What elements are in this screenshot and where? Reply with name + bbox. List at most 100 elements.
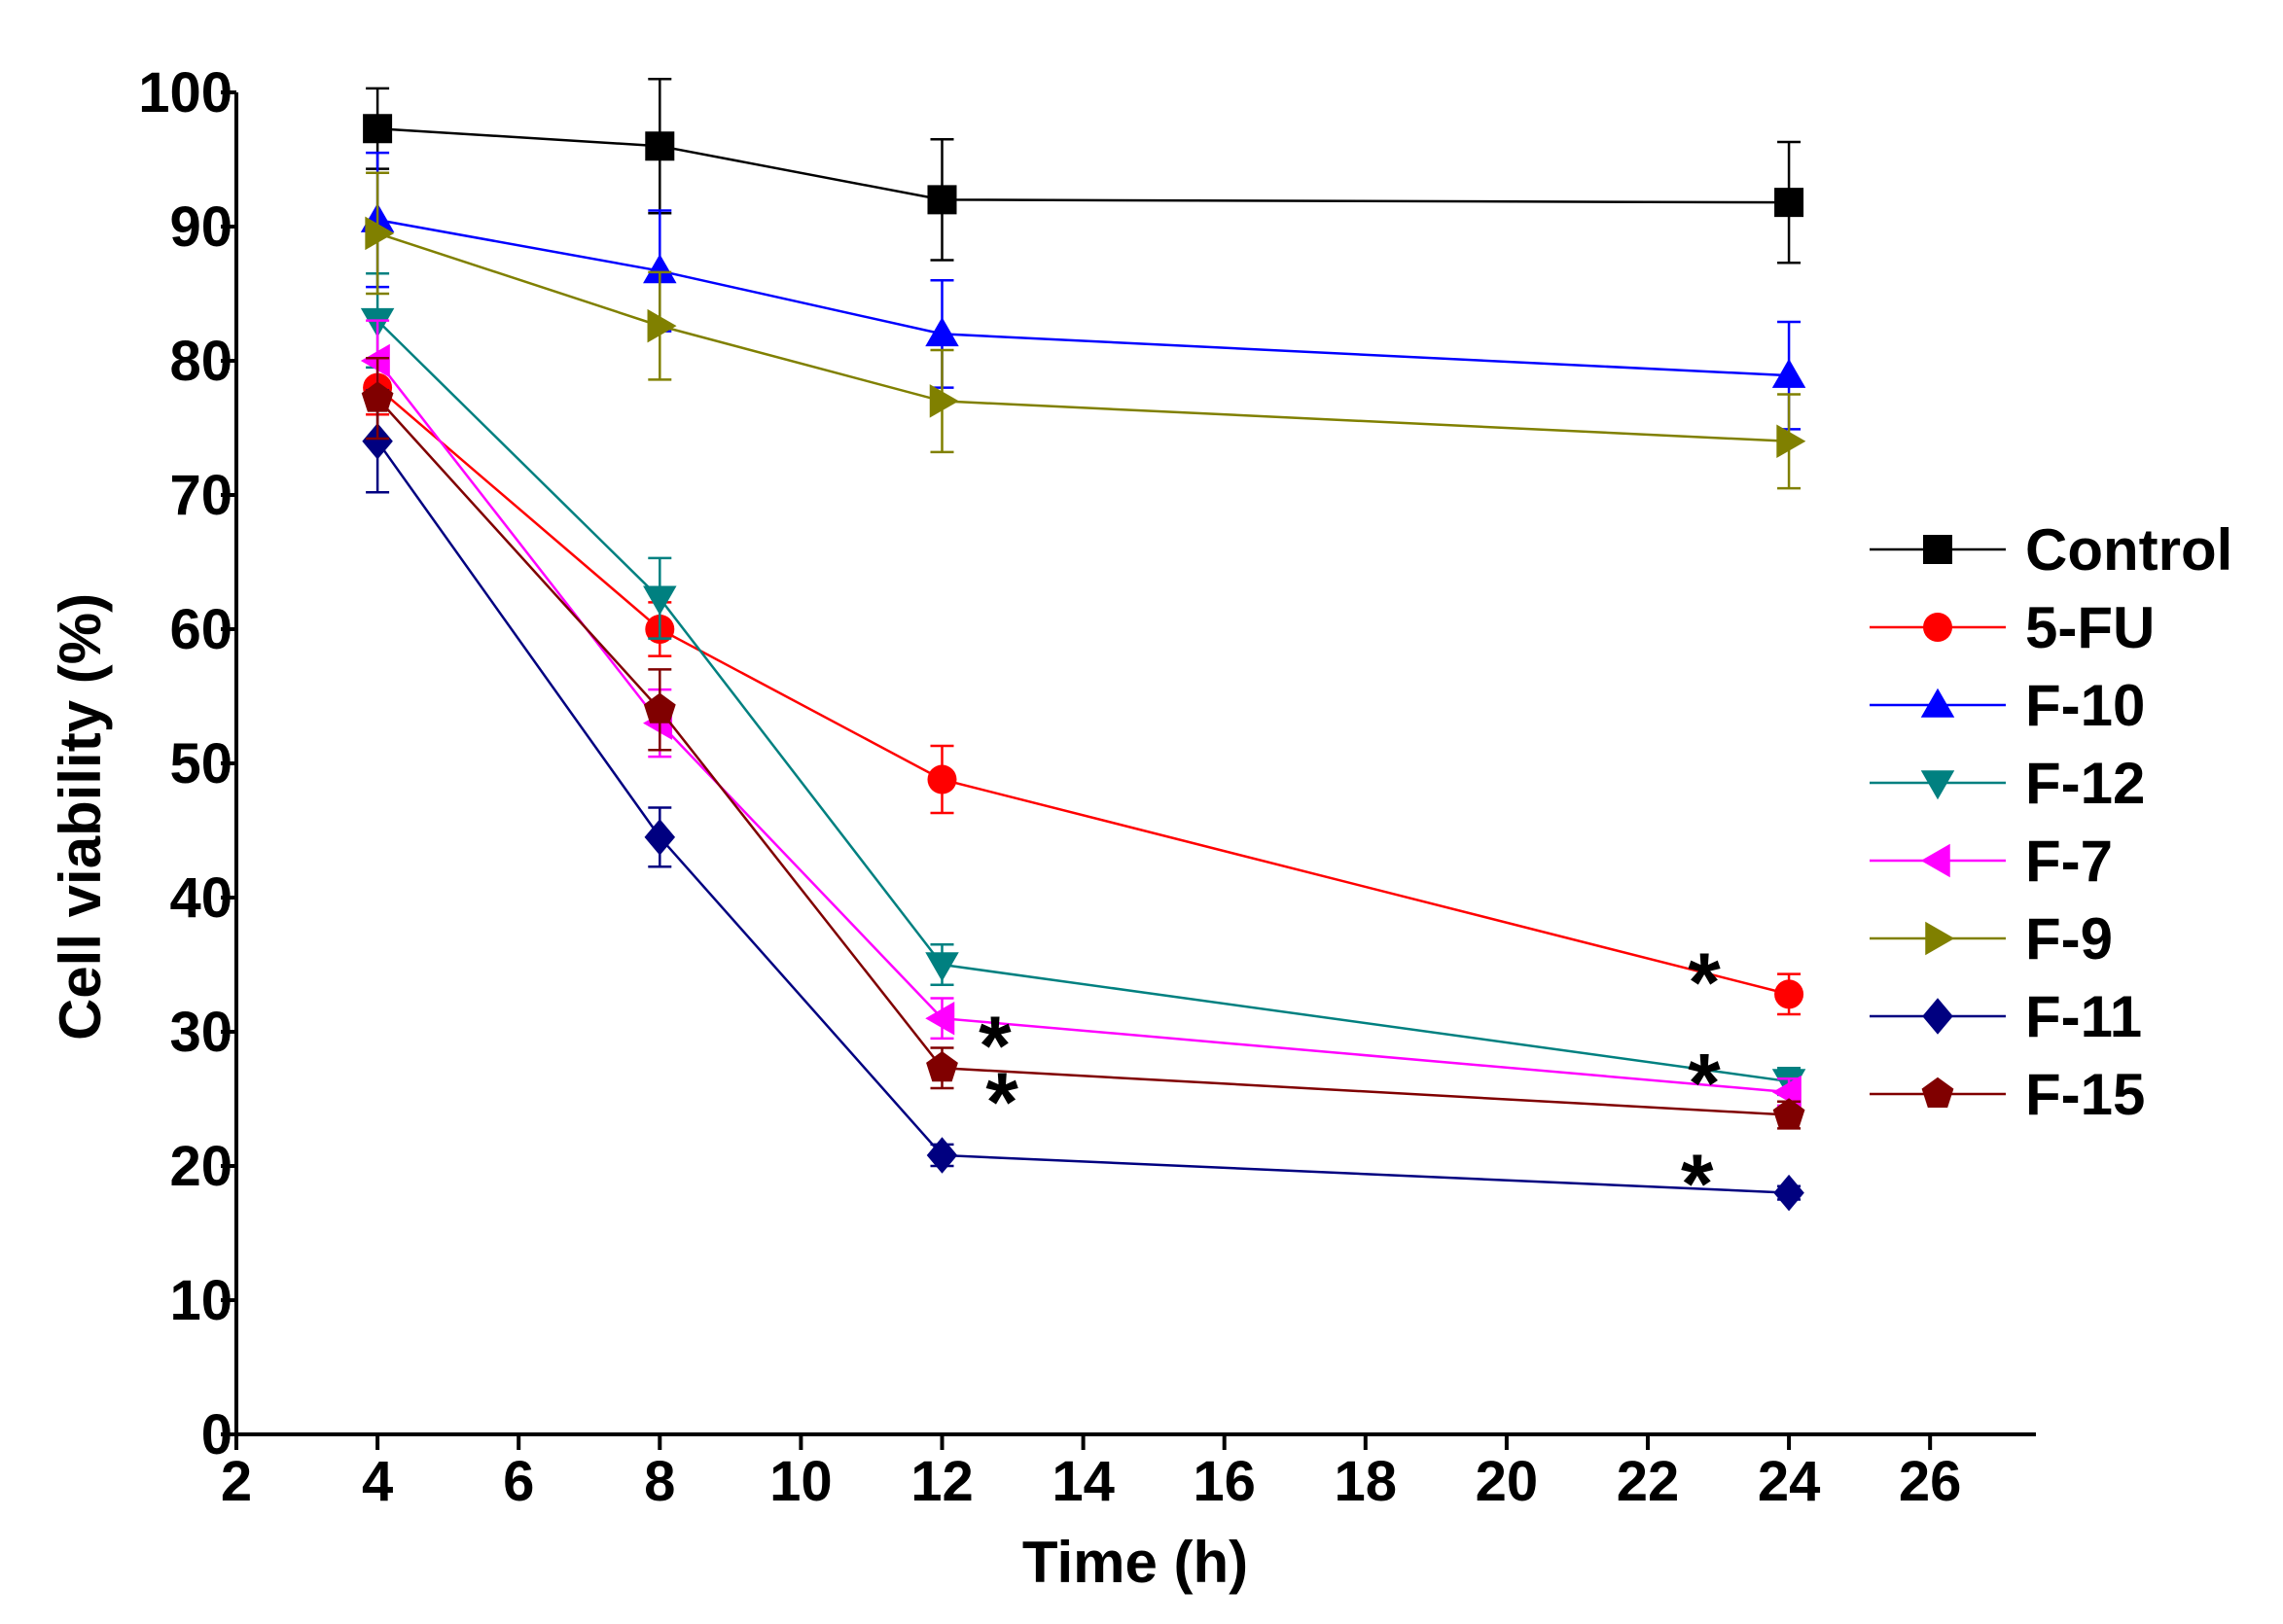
y-tick-label: 60 xyxy=(169,598,232,661)
series-f-7 xyxy=(360,319,1801,1110)
x-tick-label: 12 xyxy=(910,1450,974,1513)
x-tick-label: 2 xyxy=(221,1450,252,1513)
data-point xyxy=(1771,358,1806,388)
series-line xyxy=(376,231,1790,443)
y-axis-title: Cell viability (%) xyxy=(48,593,113,1041)
legend-item-control: Control xyxy=(1870,517,2232,583)
legend-item-f-9: F-9 xyxy=(1870,906,2113,971)
legend-label: F-12 xyxy=(2025,751,2145,816)
series-f-9 xyxy=(365,171,1806,490)
x-axis-title: Time (h) xyxy=(1022,1530,1248,1595)
y-tick-label: 80 xyxy=(169,330,232,393)
series-f-12 xyxy=(360,272,1806,1099)
significance-asterisk: * xyxy=(985,1056,1018,1149)
legend-marker xyxy=(1920,843,1950,878)
x-tick-label: 22 xyxy=(1617,1450,1680,1513)
x-tick-label: 18 xyxy=(1335,1450,1398,1513)
data-point xyxy=(1772,1098,1805,1129)
legend-label: F-10 xyxy=(2025,673,2145,738)
series-layer xyxy=(360,77,1806,1212)
data-point xyxy=(1776,424,1806,459)
series-line xyxy=(376,441,1790,1194)
data-point xyxy=(360,343,390,378)
y-tick-label: 10 xyxy=(169,1269,232,1332)
series-line xyxy=(376,386,1790,996)
legend-label: 5-FU xyxy=(2025,595,2155,660)
x-tick-label: 4 xyxy=(362,1450,393,1513)
data-point xyxy=(1773,1174,1804,1212)
series-f-15 xyxy=(361,356,1805,1130)
data-point xyxy=(643,254,677,284)
series-line xyxy=(376,218,1790,377)
data-point xyxy=(925,1001,955,1036)
significance-asterisk: * xyxy=(1688,936,1721,1030)
series-line xyxy=(377,127,1790,204)
legend-label: F-9 xyxy=(2025,906,2113,971)
legend-marker xyxy=(1925,921,1955,956)
x-tick-label: 20 xyxy=(1476,1450,1539,1513)
data-point xyxy=(926,1051,958,1082)
data-point xyxy=(645,131,675,161)
legend-item-f-7: F-7 xyxy=(1870,829,2113,894)
y-tick-label: 50 xyxy=(169,732,232,795)
data-point xyxy=(1774,979,1804,1009)
series-line xyxy=(376,360,1790,1094)
y-tick-label: 70 xyxy=(169,464,232,527)
x-tick-label: 24 xyxy=(1758,1450,1821,1513)
data-point xyxy=(361,381,394,412)
series-line xyxy=(376,397,1790,1116)
y-tick-label: 100 xyxy=(138,61,232,124)
data-point xyxy=(362,423,393,460)
legend-marker xyxy=(1923,613,1952,642)
legend-label: F-7 xyxy=(2025,829,2113,894)
data-point xyxy=(925,317,959,347)
legend-marker xyxy=(1920,770,1955,800)
significance-asterisk: * xyxy=(1681,1138,1714,1231)
data-point xyxy=(929,384,959,418)
series-5-fu xyxy=(363,359,1804,1016)
legend-marker xyxy=(1923,535,1952,564)
legend-item-f-10: F-10 xyxy=(1870,673,2145,738)
legend-item-5-fu: 5-FU xyxy=(1870,595,2155,660)
data-point xyxy=(926,1137,958,1174)
legend-marker xyxy=(1921,1077,1954,1108)
legend-marker xyxy=(1922,998,1953,1035)
significance-asterisk: * xyxy=(1688,1037,1721,1130)
x-tick-label: 14 xyxy=(1052,1450,1115,1513)
y-tick-label: 30 xyxy=(169,1001,232,1064)
series-f-11 xyxy=(362,389,1804,1212)
data-point xyxy=(927,764,957,794)
data-point xyxy=(1774,188,1804,218)
legend-item-f-12: F-12 xyxy=(1870,751,2145,816)
data-point xyxy=(643,692,676,724)
y-tick-label: 0 xyxy=(201,1403,232,1466)
data-point xyxy=(644,819,676,856)
data-point xyxy=(925,952,959,982)
data-point xyxy=(363,114,393,144)
data-point xyxy=(927,185,957,215)
x-tick-label: 6 xyxy=(503,1450,534,1513)
legend-label: F-15 xyxy=(2025,1062,2145,1127)
x-tick-label: 26 xyxy=(1899,1450,1962,1513)
legend-marker xyxy=(1920,688,1955,718)
x-tick-label: 8 xyxy=(644,1450,675,1513)
x-tick-label: 10 xyxy=(769,1450,833,1513)
legend-label: Control xyxy=(2025,517,2232,583)
legend-label: F-11 xyxy=(2025,984,2142,1049)
significance-asterisk: * xyxy=(979,1000,1012,1093)
series-f-10 xyxy=(360,151,1806,431)
y-tick-label: 90 xyxy=(169,195,232,259)
data-point xyxy=(643,585,677,616)
legend-item-f-15: F-15 xyxy=(1870,1062,2145,1127)
data-point xyxy=(647,308,677,343)
y-tick-label: 20 xyxy=(169,1135,232,1198)
y-tick-label: 40 xyxy=(169,866,232,930)
annotation-layer: ***** xyxy=(979,936,1721,1231)
x-tick-label: 16 xyxy=(1193,1450,1256,1513)
legend: Control 5-FU F-10 F-12 F-7 F-9 F-11 F-15 xyxy=(1870,517,2232,1127)
series-control xyxy=(363,77,1804,265)
legend-item-f-11: F-11 xyxy=(1870,984,2142,1049)
data-point xyxy=(365,216,395,251)
